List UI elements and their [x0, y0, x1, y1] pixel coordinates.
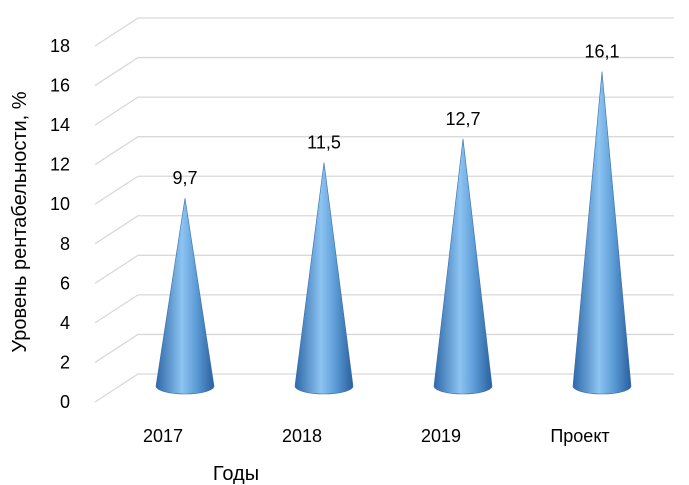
gridline [94, 373, 674, 403]
gridline [94, 175, 674, 205]
y-tick-label: 8 [60, 234, 70, 254]
y-axis-ticks: 0 2 4 6 8 10 12 14 16 18 [50, 36, 70, 412]
gridline [94, 17, 674, 47]
x-axis-categories: 2017 2018 2019 Проект [143, 426, 610, 446]
data-labels: 9,7 11,5 12,7 16,1 [172, 42, 619, 189]
y-axis-title: Уровень рентабельности, % [9, 91, 31, 352]
y-tick-label: 18 [50, 36, 70, 56]
y-tick-label: 14 [50, 115, 70, 135]
data-label: 12,7 [445, 109, 480, 129]
cone-body [294, 162, 354, 395]
x-axis-title: Годы [213, 463, 259, 485]
cone-body [433, 138, 493, 395]
cone-bar [294, 162, 354, 395]
data-label: 16,1 [584, 42, 619, 62]
data-label: 9,7 [172, 168, 197, 188]
gridline [94, 136, 674, 166]
gridline [94, 56, 674, 87]
gridline [94, 96, 674, 126]
y-tick-label: 16 [50, 76, 70, 96]
x-tick-label: 2018 [282, 426, 322, 446]
y-tick-label: 6 [60, 273, 70, 293]
gridlines [94, 17, 674, 403]
x-tick-label: Проект [550, 426, 609, 446]
y-tick-label: 4 [60, 313, 70, 333]
gridline [94, 294, 674, 324]
y-tick-label: 0 [60, 392, 70, 412]
cone-body [572, 71, 632, 395]
cone-bar [433, 138, 493, 395]
y-tick-label: 10 [50, 194, 70, 214]
cone-bar [572, 71, 632, 395]
gridline [94, 333, 674, 363]
cone-bar [155, 198, 215, 395]
x-tick-label: 2017 [143, 426, 183, 446]
gridline [94, 215, 674, 245]
data-label: 11,5 [307, 133, 341, 153]
y-tick-label: 12 [50, 155, 70, 175]
y-tick-label: 2 [60, 352, 70, 372]
gridline [94, 254, 674, 284]
cone-body [155, 198, 215, 395]
cone-series [155, 71, 632, 395]
x-tick-label: 2019 [421, 426, 461, 446]
